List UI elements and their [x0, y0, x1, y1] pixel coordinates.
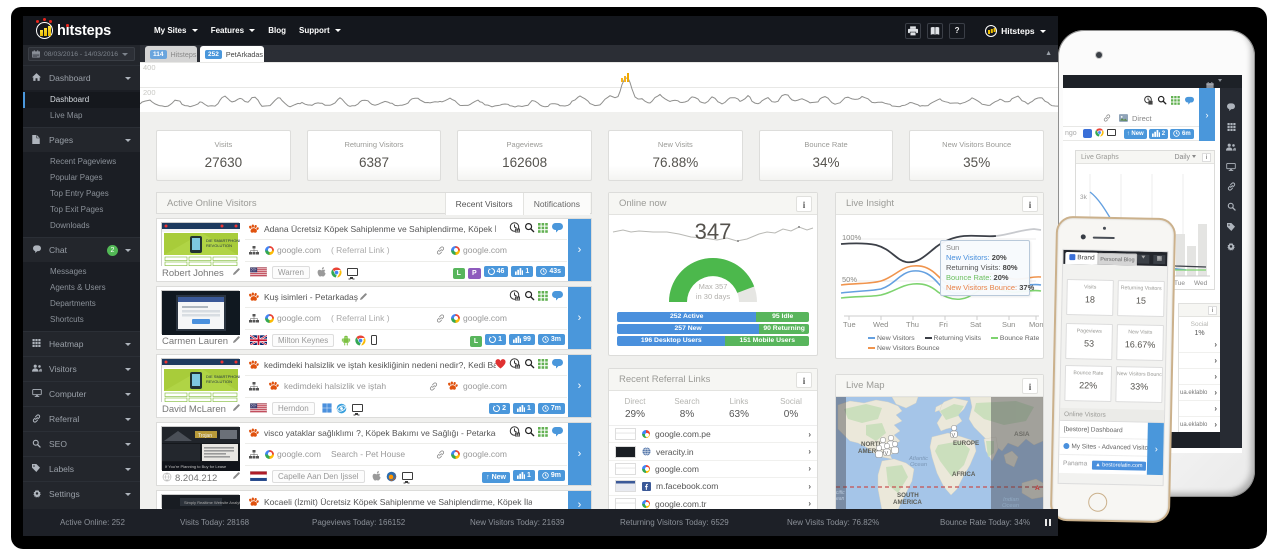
- svg-text:14: 14: [516, 433, 520, 437]
- svg-text:Indian: Indian: [1003, 497, 1019, 503]
- svg-text:EUROPE: EUROPE: [953, 440, 979, 447]
- svg-text:Wed: Wed: [1194, 280, 1208, 287]
- svg-text:AFRICA: AFRICA: [952, 471, 976, 478]
- svg-text:If You're Planning to Buy for: If You're Planning to Buy for Lease: [165, 464, 227, 469]
- svg-text:NORTH: NORTH: [861, 441, 884, 448]
- svg-text:14: 14: [516, 365, 520, 369]
- svg-text:ASIA: ASIA: [1014, 431, 1030, 438]
- svg-text:Trojan: Trojan: [198, 433, 212, 439]
- svg-text:V: V: [952, 433, 956, 439]
- svg-text:REVOLUTION: REVOLUTION: [206, 379, 232, 384]
- svg-text:ean: ean: [836, 496, 845, 502]
- svg-text:AMERICA: AMERICA: [893, 499, 922, 506]
- svg-text:Simply Realtime Website Analyt: Simply Realtime Website Analytics: [184, 500, 240, 505]
- svg-text:V: V: [885, 451, 889, 457]
- svg-text:DIE SMARTPHONE: DIE SMARTPHONE: [206, 374, 240, 379]
- svg-text:DIE SMARTPHONE: DIE SMARTPHONE: [206, 238, 240, 243]
- svg-text:A: A: [1035, 485, 1040, 492]
- svg-text:Ocean: Ocean: [910, 462, 927, 468]
- svg-text:14: 14: [516, 229, 520, 233]
- svg-text:REVOLUTION: REVOLUTION: [206, 243, 232, 248]
- svg-text:14: 14: [516, 297, 520, 301]
- svg-text:SOUTH: SOUTH: [897, 492, 919, 499]
- svg-text:Tue: Tue: [1174, 280, 1185, 287]
- svg-text:Atlantic: Atlantic: [908, 456, 928, 462]
- svg-text:3k: 3k: [1080, 194, 1088, 201]
- svg-text:AMERICA: AMERICA: [858, 448, 887, 455]
- svg-text:Ocean: Ocean: [1002, 503, 1019, 509]
- svg-text:cific: cific: [836, 490, 845, 496]
